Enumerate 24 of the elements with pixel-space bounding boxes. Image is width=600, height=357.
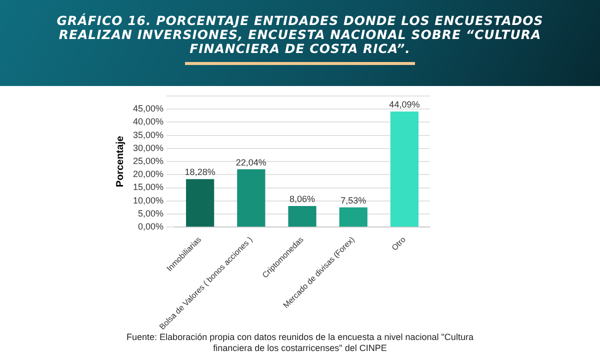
y-tick-label: 40,00% bbox=[132, 116, 164, 127]
y-tick-label: 25,00% bbox=[132, 156, 164, 166]
y-tick-label: 20,00% bbox=[132, 169, 164, 180]
bar bbox=[237, 169, 266, 227]
y-tick-label: 0,00% bbox=[138, 222, 164, 232]
y-tick-label: 45,00% bbox=[132, 104, 164, 114]
bar bbox=[390, 111, 419, 227]
data-label: 7,53% bbox=[340, 195, 366, 206]
y-axis-title: Porcentaje bbox=[114, 136, 126, 188]
data-label: 22,04% bbox=[236, 157, 266, 168]
y-tick-label: 30,00% bbox=[132, 142, 164, 153]
bar bbox=[288, 206, 316, 227]
x-tick-label: Otro bbox=[390, 234, 408, 252]
y-tick-label: 10,00% bbox=[132, 195, 164, 206]
data-label: 18,28% bbox=[184, 167, 216, 178]
source-note: Fuente: Elaboración propia con datos reunidos de la encuesta a nivel nacional "Cultura financiera de los costarricenses" del CINPE bbox=[126, 332, 474, 354]
data-label: 8,06% bbox=[289, 194, 316, 204]
y-tick-label: 15,00% bbox=[132, 182, 164, 192]
y-tick-label: 35,00% bbox=[132, 130, 164, 140]
bar bbox=[186, 179, 214, 227]
y-tick-label: 5,00% bbox=[138, 208, 164, 218]
chart-title: GRÁFICO 16. PORCENTAJE ENTIDADES DONDE LOS ENCUESTADOS REALIZAN INVERSIONES, ENCUESTA NACIONAL SOBRE “CULTURA FINANCIERA DE COSTA RICA”. bbox=[56, 13, 544, 56]
data-label: 44,09% bbox=[389, 99, 420, 110]
bar bbox=[339, 207, 368, 227]
